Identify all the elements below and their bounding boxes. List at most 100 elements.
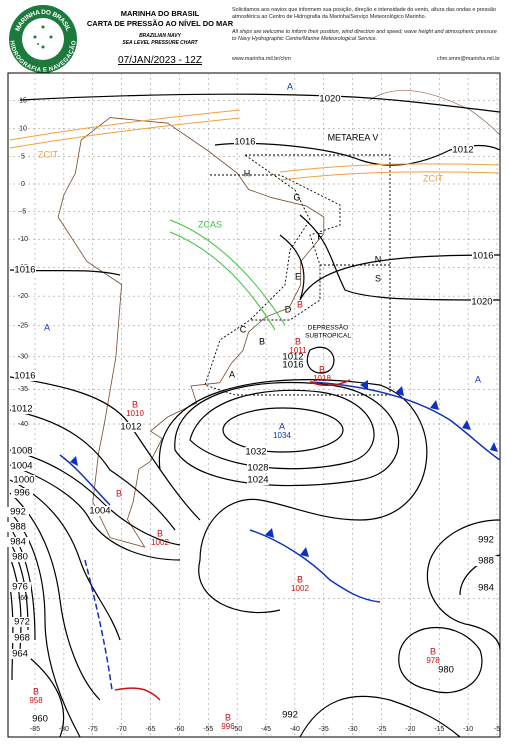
convergence-zones [9, 109, 501, 331]
lat-tick-label: 5 [21, 153, 25, 160]
lat-tick-label: -10 [18, 236, 28, 243]
email: chm.smm@marinha.mil.br [437, 56, 500, 62]
isobar-label: 1016 [282, 360, 303, 371]
lat-tick-label: 15 [19, 98, 27, 105]
isobar-label: 1020 [319, 94, 340, 105]
metarea-area: H [244, 168, 251, 178]
center-pressure: 1034 [273, 431, 291, 440]
center-type: B [132, 399, 138, 409]
labels: 15 10 5 0 -5 -10 -15 -20 -25 -30 -35 -40 -60 -85 -80 -7… [7, 81, 500, 733]
isobar-label-bg [475, 556, 497, 566]
isobar-label-bg [234, 137, 256, 147]
grid [8, 73, 500, 737]
chart-date: 07/JAN/2023 - 12Z [118, 55, 202, 66]
chart-title: CARTA DE PRESSÃO AO NÍVEL DO MAR [86, 19, 234, 28]
isobar-label-bg [14, 371, 36, 381]
isobar-label: 1008 [11, 446, 32, 457]
isobar-label: 1016 [234, 137, 255, 148]
lon-tick-label: -65 [145, 726, 155, 733]
isobar-label: 1024 [247, 475, 268, 486]
center-pressure: 958 [29, 696, 43, 705]
lon-tick-label: -10 [463, 726, 473, 733]
lon-tick-label: -20 [405, 726, 415, 733]
lat-tick-label: 0 [21, 181, 25, 188]
isobar-label-bg [282, 360, 304, 370]
map-frame [7, 72, 501, 738]
isobar-label: 992 [10, 507, 26, 518]
center-type: A [279, 421, 285, 431]
isobar-label-bg [435, 665, 457, 675]
center-type: B [157, 528, 163, 538]
lat-tick-label: -5 [20, 208, 26, 215]
isobar-label-bg [14, 265, 36, 275]
website: www.marinha.mil.br/chm [232, 56, 291, 62]
isobar-label: 996 [14, 488, 30, 499]
isobar-label-bg [282, 352, 304, 362]
notice-en: All ships are welcome to inform their po… [232, 29, 497, 42]
lon-tick-label: -5 [494, 726, 500, 733]
lat-tick-label: 10 [19, 126, 27, 133]
center-pressure: 1011 [289, 346, 307, 355]
feature-label: ZCIT [423, 173, 443, 183]
lon-tick-label: -70 [117, 726, 127, 733]
isobar-label: 988 [10, 522, 26, 533]
org: MARINHA DO BRASIL [120, 9, 200, 18]
center-pressure: 978 [426, 656, 440, 665]
lon-tick-label: -80 [59, 726, 69, 733]
front-symbols [70, 380, 498, 557]
center-pressure: 1018 [313, 374, 331, 383]
isobar-label: 968 [14, 633, 30, 644]
isobar-label: 1000 [13, 475, 34, 486]
isobars [9, 93, 501, 738]
lat-tick-label: -25 [18, 323, 28, 330]
isobar-label-bg [7, 522, 29, 532]
subtitle: SEA LEVEL PRESSURE CHART [122, 40, 198, 46]
isobar-label-bg [475, 583, 497, 593]
isobar-label: 1004 [11, 461, 32, 472]
isobar-label-bg [9, 552, 31, 562]
logo-center [22, 18, 64, 60]
lon-tick-label: -75 [88, 726, 98, 733]
logo: MARINHA DO BRASIL HIDROGRAFIA E NAVEGAÇÃ… [9, 5, 77, 73]
isobar-label-bg [472, 251, 494, 261]
center-type: A [475, 374, 481, 384]
lat-tick-label: -40 [18, 421, 28, 428]
lon-tick-label: -60 [174, 726, 184, 733]
center-pressure: 996 [221, 722, 235, 731]
coastline [369, 90, 501, 136]
isobar-label: 984 [10, 537, 26, 548]
lat-tick-label: -35 [18, 386, 28, 393]
lat-tick-label: -20 [18, 293, 28, 300]
isobar-label: 980 [12, 552, 28, 563]
isobar-label-bg [11, 446, 33, 456]
lon-tick-label: -15 [434, 726, 444, 733]
metarea-area: A [229, 369, 235, 379]
isobar-label: 1016 [14, 371, 35, 382]
isobar-label-bg [471, 297, 493, 307]
center-type: B [225, 712, 231, 722]
coastline [57, 117, 325, 548]
metarea-area: S [375, 273, 381, 283]
notice-pt: Solicitamos aos navios que informem sua … [232, 7, 496, 20]
lon-tick-label: -25 [376, 726, 386, 733]
isobar-label: 1004 [89, 506, 110, 517]
feature-label: SUBTROPICAL [305, 333, 351, 340]
metarea-area: D [285, 304, 292, 314]
center-pressure: 1002 [151, 538, 169, 547]
center-type: B [297, 574, 303, 584]
isobar-label: 976 [12, 582, 28, 593]
feature-label: ZCIT [38, 149, 58, 159]
subtitle: BRAZILIAN NAVY [139, 33, 181, 39]
isobar-label-bg [245, 447, 267, 457]
isobar-label-bg [279, 710, 301, 720]
lat-tick-label: -60 [18, 595, 28, 602]
isobar-label: 1016 [472, 251, 493, 262]
lat-tick-label: -30 [18, 354, 28, 361]
isobar-label: 988 [478, 556, 494, 567]
isobar-label: 1012 [282, 352, 303, 363]
center-type: A [44, 322, 50, 332]
lon-tick-label: -50 [232, 726, 242, 733]
metarea-area: C [240, 324, 247, 334]
metarea-area: N [375, 254, 382, 264]
center-type: B [430, 646, 436, 656]
